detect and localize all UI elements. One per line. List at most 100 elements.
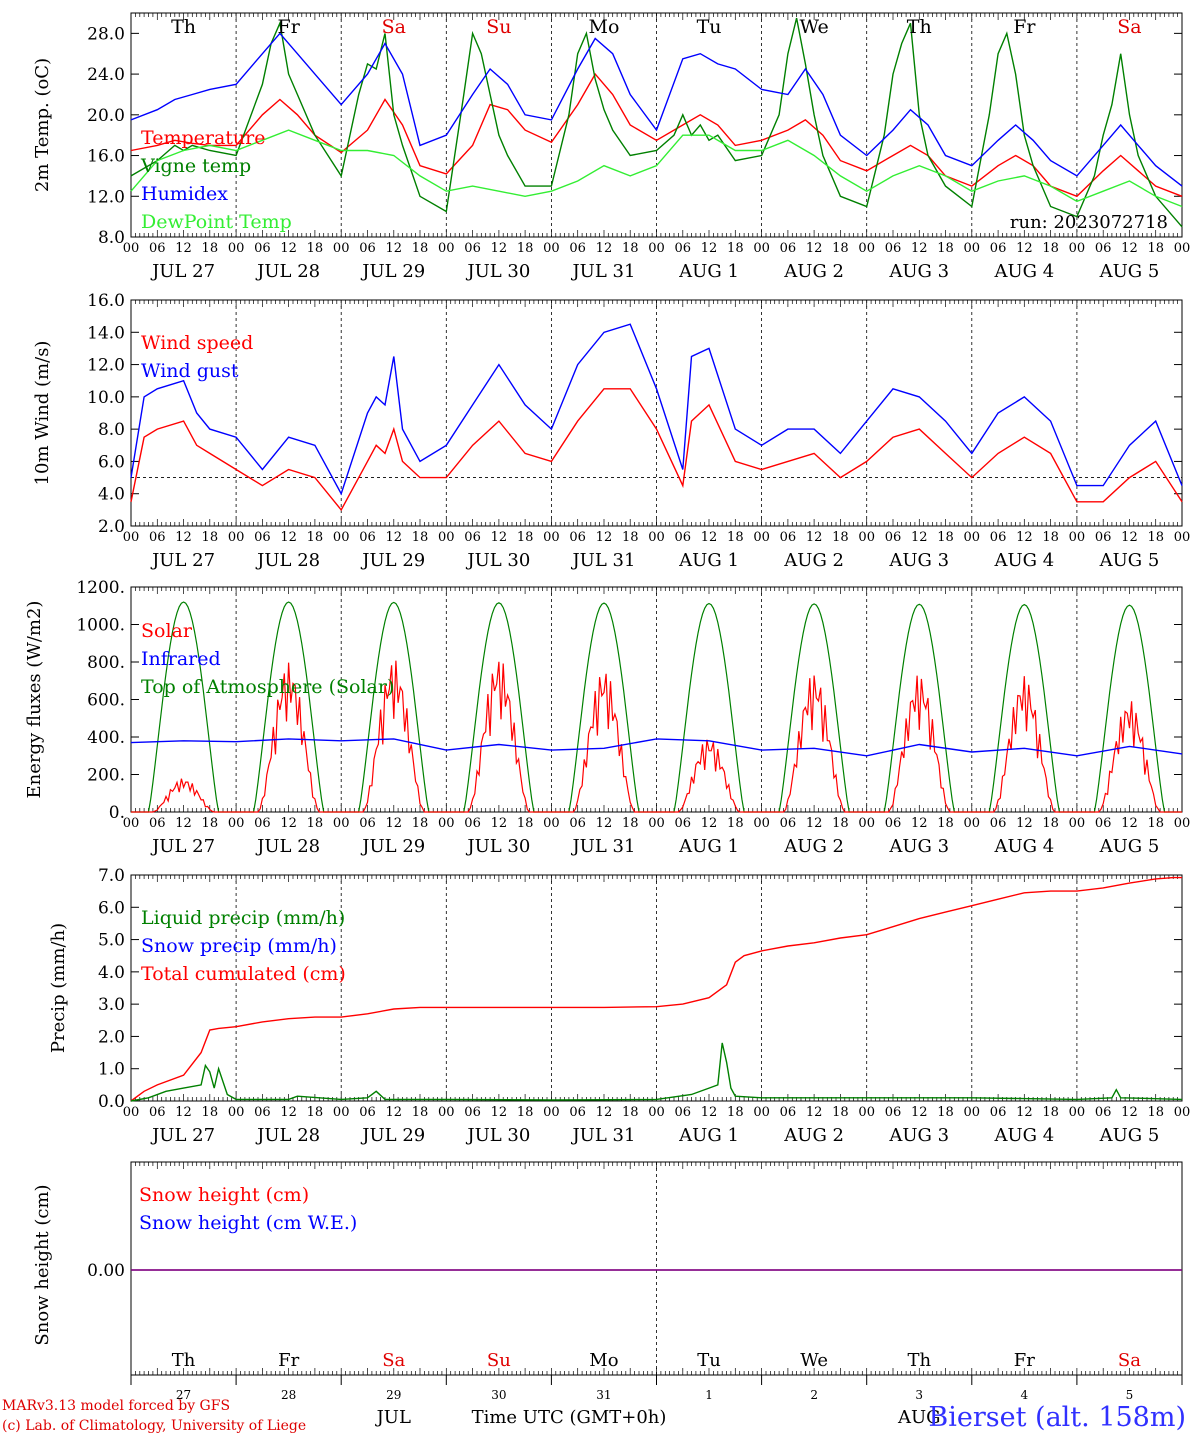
day-number: 5 xyxy=(1126,1388,1134,1402)
day-number: 31 xyxy=(596,1388,611,1402)
date-label: AUG 4 xyxy=(993,836,1054,857)
date-label: JUL 27 xyxy=(150,836,215,857)
hour-label: 18 xyxy=(412,1105,429,1120)
hour-label: 12 xyxy=(175,1105,192,1120)
y-tick-label: 4.0 xyxy=(98,485,125,505)
hour-label: 12 xyxy=(1121,241,1138,256)
hour-label: 06 xyxy=(885,530,902,545)
hour-label: 00 xyxy=(438,1105,455,1120)
hour-label: 00 xyxy=(753,530,770,545)
date-label: AUG 3 xyxy=(888,550,949,571)
y-tick-label: 24.0 xyxy=(87,65,125,85)
hour-label: 18 xyxy=(937,241,954,256)
y-axis-label: Precip (mm/h) xyxy=(48,923,69,1053)
legend-entry: Snow height (cm) xyxy=(139,1184,309,1206)
series-wind-speed xyxy=(130,388,1183,512)
day-ticks xyxy=(130,1375,1183,1385)
hour-label: 00 xyxy=(1069,241,1086,256)
hour-label: 12 xyxy=(701,1105,718,1120)
hour-label: 18 xyxy=(622,530,639,545)
y-tick-label: 6.0 xyxy=(98,452,125,472)
hour-label: 00 xyxy=(438,816,455,831)
hour-label: 18 xyxy=(412,816,429,831)
hour-label: 00 xyxy=(228,1105,245,1120)
hour-label: 06 xyxy=(464,1105,481,1120)
date-label: JUL 30 xyxy=(465,550,530,571)
hour-label: 00 xyxy=(753,1105,770,1120)
hour-label: 12 xyxy=(175,816,192,831)
hour-label: 06 xyxy=(675,241,692,256)
panel-0: 8.0 12.0 16.0 20.0 24.0 28.0 2m Temp. (oC) 00 06… xyxy=(32,12,1191,282)
hour-label: 18 xyxy=(1147,241,1164,256)
hour-label: 12 xyxy=(280,1105,297,1120)
date-label: AUG 5 xyxy=(1099,1125,1160,1146)
day-name: Fr xyxy=(1014,1350,1035,1371)
day-name: Fr xyxy=(278,16,301,38)
day-name: Su xyxy=(486,16,511,38)
hour-label: 18 xyxy=(1042,241,1059,256)
hour-label: 06 xyxy=(149,816,166,831)
date-label: JUL 29 xyxy=(360,1125,425,1146)
hour-label: 12 xyxy=(491,1105,508,1120)
y-tick-label: 600. xyxy=(87,691,125,711)
hour-label: 06 xyxy=(780,241,797,256)
hour-label: 06 xyxy=(254,241,271,256)
date-label: AUG 4 xyxy=(993,550,1054,571)
legend-entry: Total cumulated (cm) xyxy=(141,963,346,985)
hour-label: 18 xyxy=(622,816,639,831)
hour-label: 00 xyxy=(333,241,350,256)
hour-label: 06 xyxy=(569,1105,586,1120)
hour-label: 06 xyxy=(1095,241,1112,256)
date-label: JUL 28 xyxy=(255,1125,320,1146)
date-label: AUG 5 xyxy=(1099,836,1160,857)
hour-label: 18 xyxy=(307,1105,324,1120)
hour-label: 12 xyxy=(175,241,192,256)
hour-label: 12 xyxy=(491,241,508,256)
month-label: JUL xyxy=(375,1407,411,1428)
day-name: Th xyxy=(171,16,196,38)
hour-label: 12 xyxy=(911,1105,928,1120)
day-number: 2 xyxy=(810,1388,818,1402)
hour-label: 06 xyxy=(780,1105,797,1120)
y-axis-label: Energy fluxes (W/m2) xyxy=(24,601,45,799)
hour-label: 06 xyxy=(569,816,586,831)
legend-entry: Snow precip (mm/h) xyxy=(141,935,337,957)
hour-label: 12 xyxy=(1016,816,1033,831)
legend-entry: Humidex xyxy=(141,183,228,205)
hour-label: 00 xyxy=(1174,241,1191,256)
day-name: Th xyxy=(907,1350,931,1371)
hour-label: 06 xyxy=(780,816,797,831)
hour-label: 00 xyxy=(1069,530,1086,545)
hour-label: 06 xyxy=(780,530,797,545)
legend-entry: Vigne temp xyxy=(140,155,251,177)
legend-entry: Snow height (cm W.E.) xyxy=(139,1212,357,1234)
hour-label: 00 xyxy=(858,816,875,831)
hour-label: 06 xyxy=(149,1105,166,1120)
hour-label: 18 xyxy=(832,241,849,256)
hour-ticks xyxy=(130,300,1183,526)
y-tick-label: 12.0 xyxy=(87,187,125,207)
day-number: 28 xyxy=(281,1388,296,1402)
panel-1: 2.0 4.0 6.0 8.0 10.0 12.0 14.0 16.0 10m Wind (m/… xyxy=(32,291,1190,571)
date-label: AUG 4 xyxy=(993,1125,1054,1146)
hour-label: 00 xyxy=(543,241,560,256)
hour-label: 12 xyxy=(280,816,297,831)
hour-label: 00 xyxy=(333,1105,350,1120)
hour-label: 00 xyxy=(648,241,665,256)
hour-label: 00 xyxy=(1174,1105,1191,1120)
hour-label: 06 xyxy=(254,530,271,545)
day-name: Sa xyxy=(382,16,406,38)
hour-label: 00 xyxy=(1069,1105,1086,1120)
day-name: Su xyxy=(487,1350,511,1371)
time-axis-title: Time UTC (GMT+0h) xyxy=(472,1407,667,1428)
hour-label: 12 xyxy=(1121,816,1138,831)
date-label: AUG 2 xyxy=(783,261,844,282)
day-name: Th xyxy=(172,1350,196,1371)
y-tick-label: 0.00 xyxy=(87,1261,125,1281)
hour-label: 06 xyxy=(569,241,586,256)
date-label: AUG 5 xyxy=(1099,550,1160,571)
y-tick-label: 4.0 xyxy=(98,963,125,983)
hour-label: 00 xyxy=(964,816,981,831)
hour-label: 12 xyxy=(1016,530,1033,545)
hour-label: 00 xyxy=(753,816,770,831)
